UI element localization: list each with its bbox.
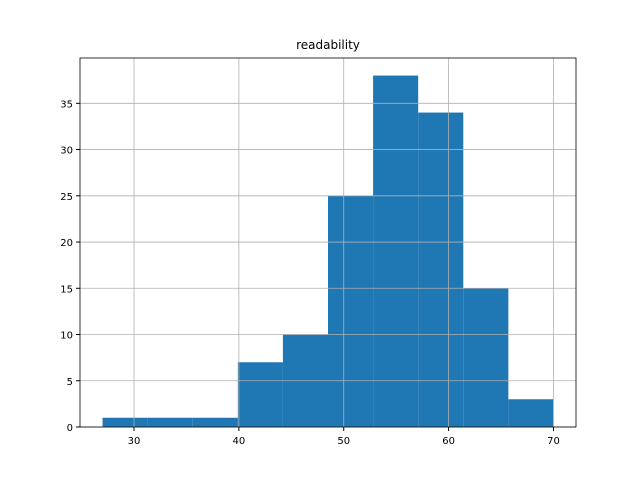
plot-frame bbox=[79, 57, 577, 428]
bar bbox=[102, 417, 148, 427]
bar bbox=[418, 112, 464, 428]
bar bbox=[192, 417, 238, 427]
y-tick-label: 20 bbox=[60, 238, 73, 249]
x-tick-label: 40 bbox=[232, 436, 245, 447]
y-tick-label: 15 bbox=[60, 284, 73, 295]
chart-title: readability bbox=[296, 38, 360, 52]
y-tick-label: 5 bbox=[67, 377, 73, 388]
x-tick-label: 60 bbox=[442, 436, 455, 447]
x-tick-label: 30 bbox=[128, 436, 141, 447]
y-tick-label: 25 bbox=[60, 192, 73, 203]
x-tick-label: 50 bbox=[337, 436, 350, 447]
y-tick-label: 35 bbox=[60, 99, 73, 110]
y-tick-label: 10 bbox=[60, 331, 73, 342]
bar bbox=[508, 399, 554, 427]
bar bbox=[328, 195, 374, 427]
y-tick-label: 0 bbox=[67, 423, 73, 434]
bar bbox=[463, 288, 509, 427]
bar bbox=[373, 75, 419, 428]
bar bbox=[237, 362, 283, 427]
bar bbox=[147, 417, 193, 427]
x-tick-label: 70 bbox=[547, 436, 560, 447]
y-tick-label: 30 bbox=[60, 146, 73, 157]
